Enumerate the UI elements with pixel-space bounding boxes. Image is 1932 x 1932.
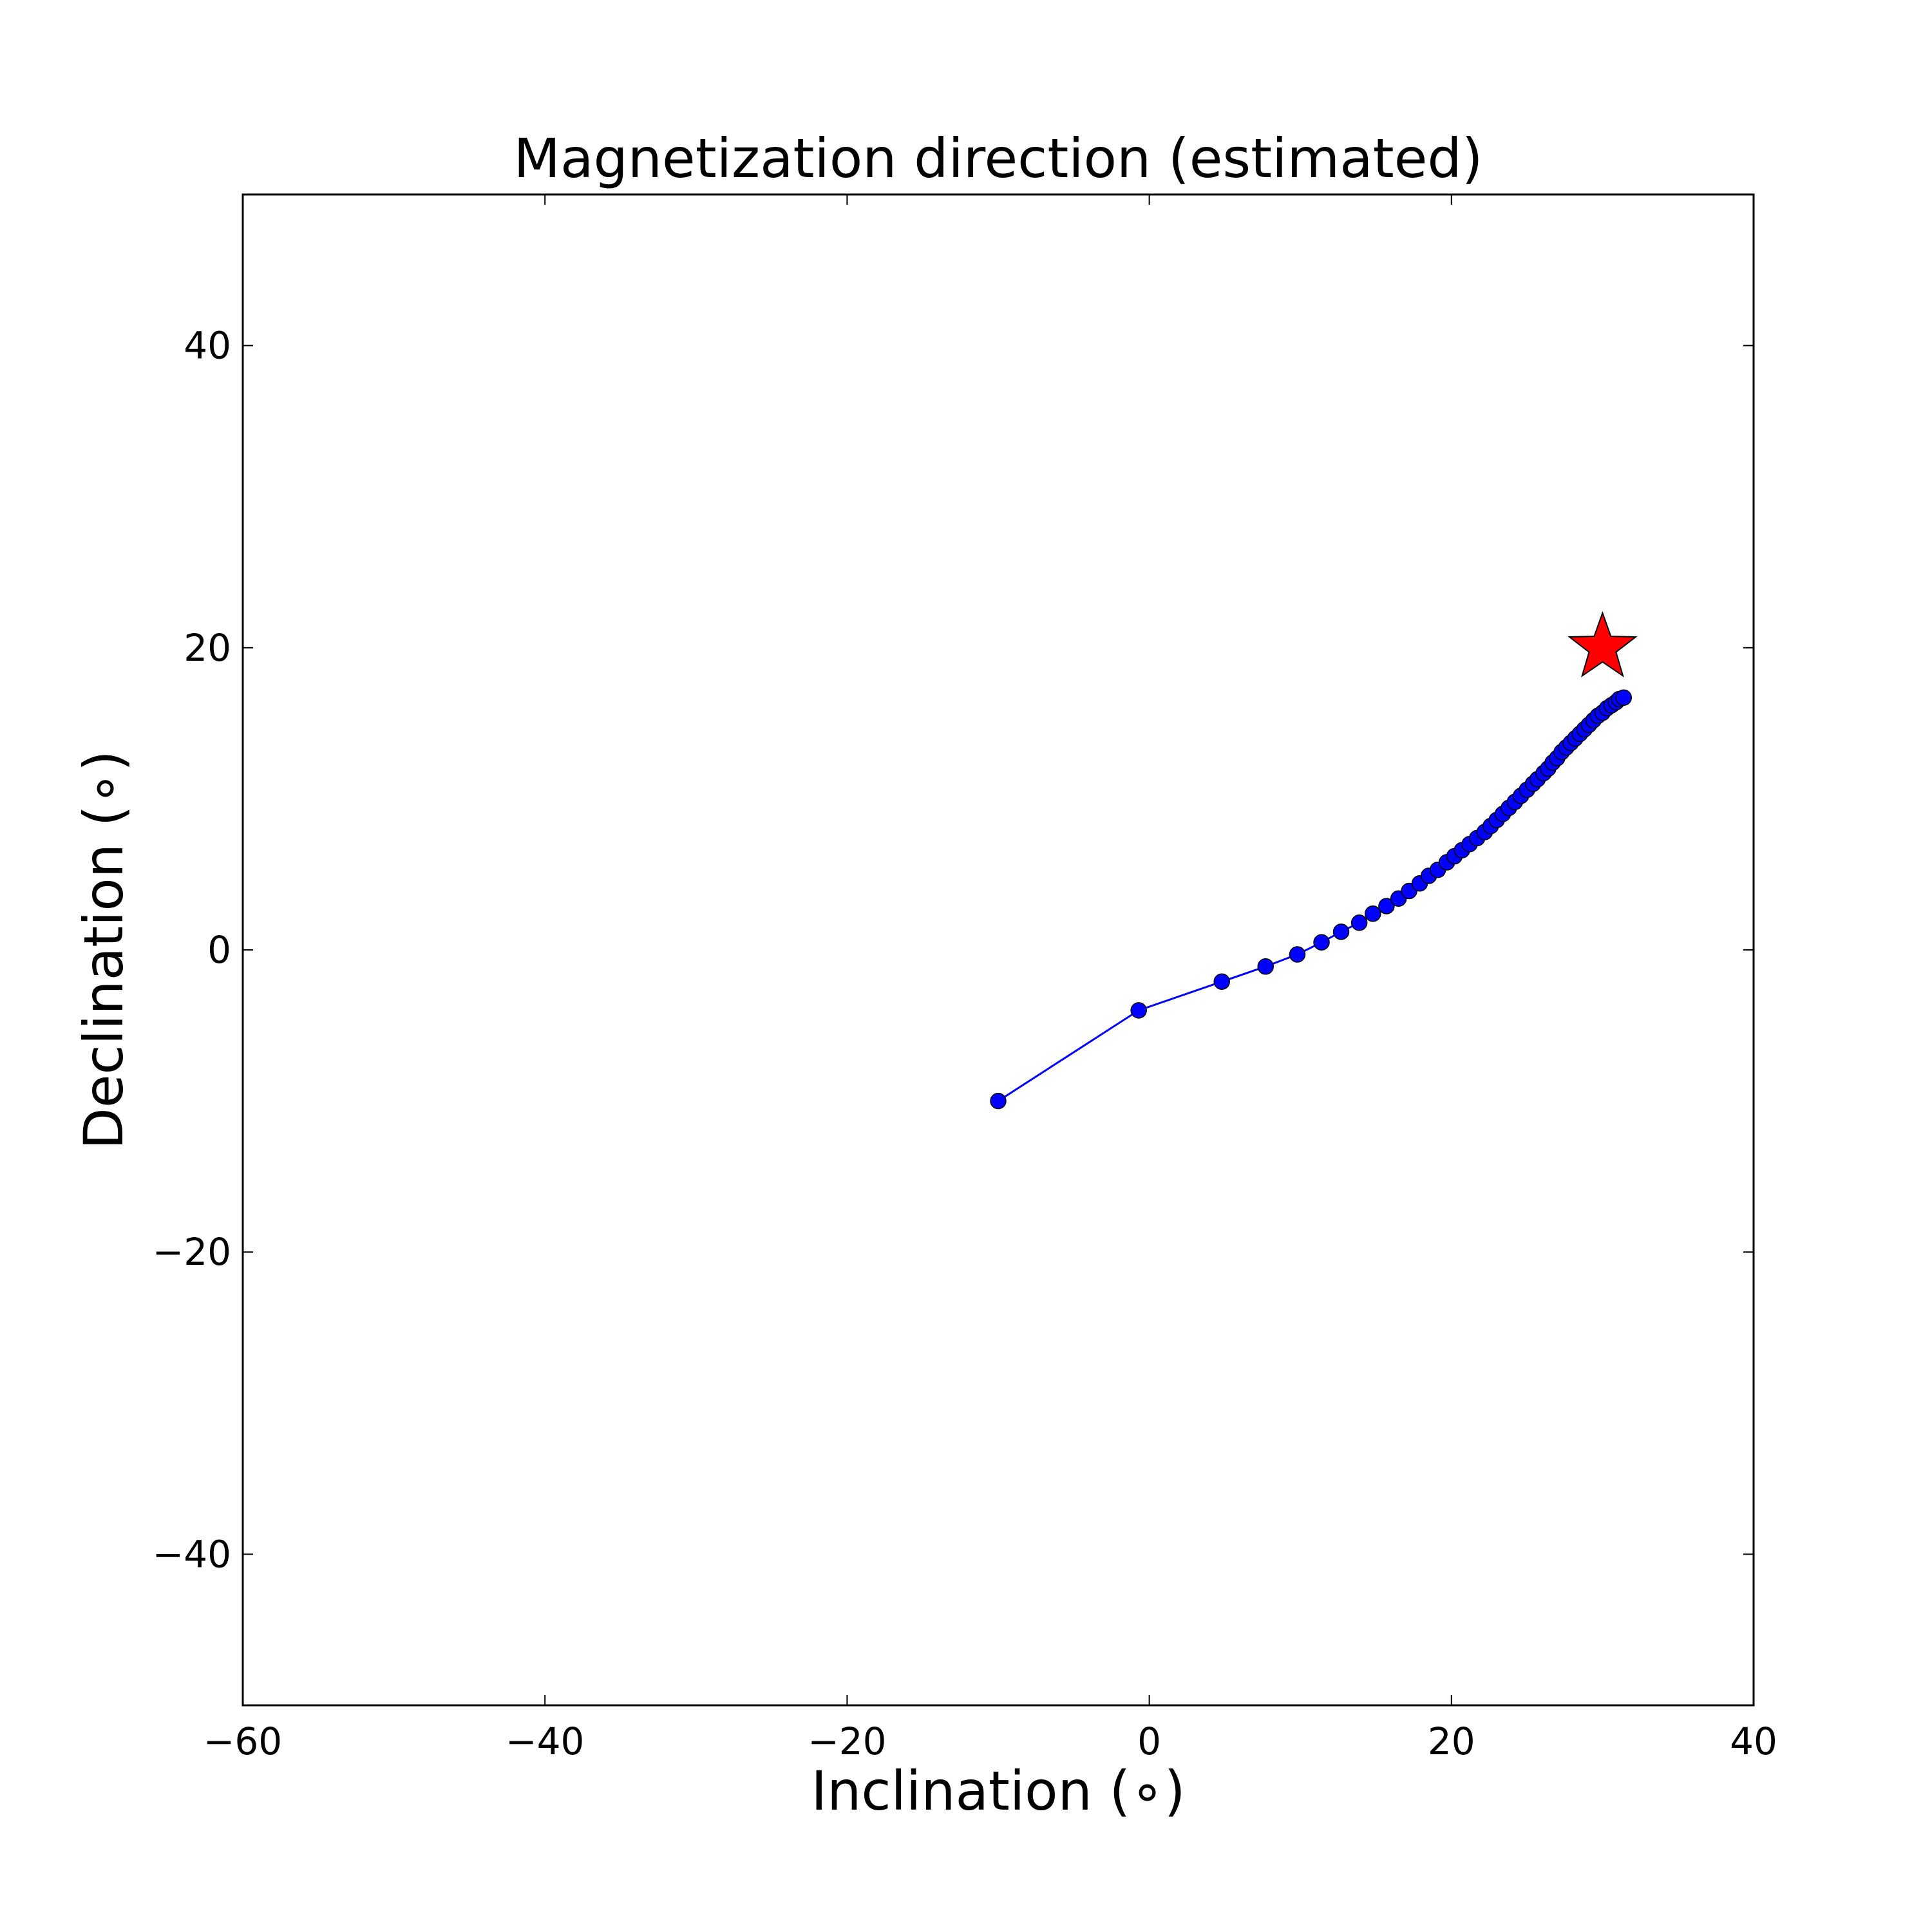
y-tick-label: 20 xyxy=(184,626,231,670)
y-tick-label: −40 xyxy=(153,1532,231,1576)
true-direction-star xyxy=(1567,611,1638,677)
x-tick-label: −60 xyxy=(204,1719,282,1763)
y-tick-label: 0 xyxy=(207,928,231,972)
plot-frame xyxy=(242,193,1755,1707)
data-point xyxy=(1313,934,1330,951)
x-tick-label: 40 xyxy=(1730,1719,1777,1763)
data-point xyxy=(1332,923,1350,940)
x-tick-label: −20 xyxy=(808,1719,886,1763)
x-tick-label: 0 xyxy=(1137,1719,1161,1763)
data-point xyxy=(1378,898,1395,914)
ticks-layer: −60 −40 −20 0 20 40 −40 −20 0 20 40 xyxy=(153,194,1777,1763)
data-point xyxy=(1289,946,1306,963)
data-point xyxy=(1213,973,1230,990)
data-point xyxy=(1365,905,1381,922)
x-tick-label: 20 xyxy=(1428,1719,1475,1763)
data-point xyxy=(1615,689,1632,706)
data-point xyxy=(1130,1002,1147,1019)
data-point xyxy=(1350,914,1368,931)
data-point xyxy=(990,1092,1007,1110)
data-point xyxy=(1257,958,1274,975)
chart-title: Magnetization direction (estimated) xyxy=(514,127,1483,190)
y-tick-label: 40 xyxy=(184,324,231,368)
x-axis-label: Inclination (∘) xyxy=(811,1759,1185,1823)
series-layer xyxy=(990,611,1638,1110)
x-tick-label: −40 xyxy=(506,1719,584,1763)
y-tick-label: −20 xyxy=(153,1230,231,1274)
y-axis-label: Declination (∘) xyxy=(72,750,135,1150)
